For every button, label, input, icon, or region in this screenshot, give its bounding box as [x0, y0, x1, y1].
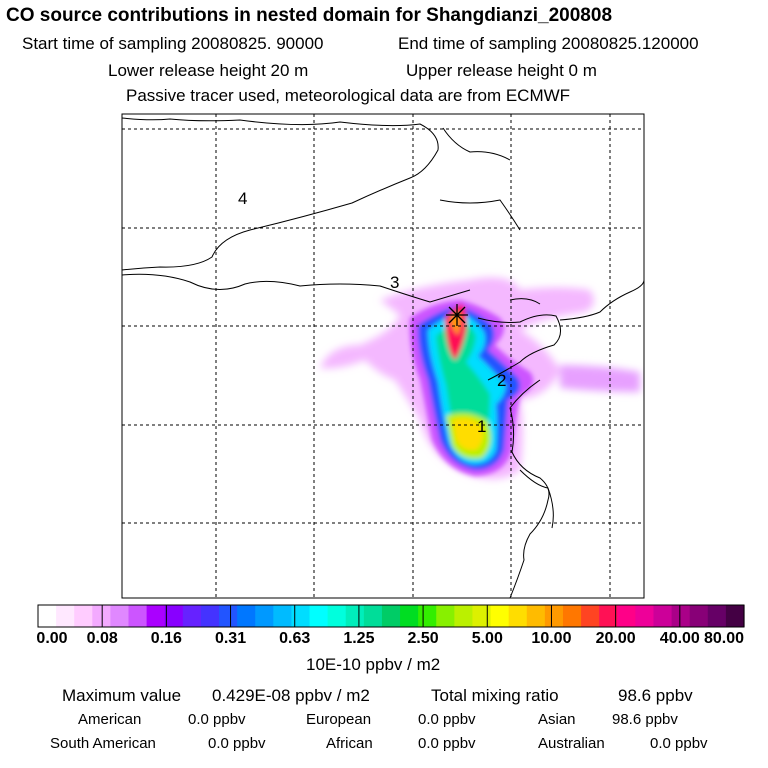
colorbar-cell	[400, 605, 419, 627]
total-mixing-value: 98.6 ppbv	[618, 686, 693, 705]
colorbar-tick-label: 40.00	[659, 630, 700, 647]
coastline	[122, 117, 644, 598]
star-icon	[446, 304, 468, 326]
sampling-end: End time of sampling 20080825.120000	[398, 34, 699, 53]
region-label-3: 3	[390, 273, 399, 292]
colorbar-tick-label: 0.08	[86, 630, 118, 647]
colorbar-tick-label: 20.00	[595, 630, 636, 647]
colorbar-cell	[617, 605, 636, 627]
colorbar-cell	[237, 605, 256, 627]
colorbar-cell	[562, 605, 582, 627]
colorbar-cell	[255, 605, 274, 627]
colorbar-tick-label: 0.63	[279, 630, 311, 647]
colorbar-cell	[436, 605, 455, 627]
colorbar-cell	[273, 605, 293, 627]
colorbar-cell	[418, 605, 437, 627]
colorbar-cell	[490, 605, 510, 627]
colorbar-cell	[689, 605, 709, 627]
colorbar-cell	[472, 605, 492, 627]
region-value-asian: 98.6 ppbv	[612, 711, 678, 728]
colorbar-cell	[327, 605, 347, 627]
colorbar-cell	[200, 605, 220, 627]
max-value-label: Maximum value	[62, 686, 182, 705]
colorbar-cell	[707, 605, 727, 627]
region-name-european: European	[306, 711, 372, 728]
colorbar-cell	[291, 605, 311, 627]
colorbar-cell	[38, 605, 57, 627]
colorbar-cell	[92, 605, 112, 627]
colorbar-cell	[345, 605, 365, 627]
region-value-african: 0.0 ppbv	[418, 735, 476, 752]
region-name-african: African	[326, 735, 373, 752]
colorbar-tick-label: 80.00	[703, 630, 745, 647]
colorbar-cell	[363, 605, 383, 627]
colorbar-cell	[309, 605, 329, 627]
colorbar-cell	[128, 605, 148, 627]
colorbar-cell	[454, 605, 474, 627]
colorbar-cell	[671, 605, 691, 627]
region-label-2: 2	[497, 371, 506, 390]
colorbar-cell	[164, 605, 184, 627]
region-value-south-american: 0.0 ppbv	[208, 735, 266, 752]
colorbar-tick-label: 0.00	[36, 630, 68, 647]
chart-title: CO source contributions in nested domain…	[6, 5, 613, 26]
graticule	[122, 114, 644, 598]
colorbar-cell	[653, 605, 673, 627]
colorbar-tick-label: 5.00	[471, 630, 503, 647]
region-label-1: 1	[477, 417, 486, 436]
region-label-4: 4	[238, 189, 247, 208]
colorbar-unit: 10E-10 ppbv / m2	[306, 655, 441, 674]
colorbar-tick-label: 2.50	[407, 630, 439, 647]
plume-middle	[409, 300, 534, 476]
colorbar-tick-label: 0.31	[214, 630, 247, 647]
sampling-start: Start time of sampling 20080825. 90000	[22, 34, 324, 53]
colorbar-cell	[56, 605, 75, 627]
colorbar-cell	[182, 605, 202, 627]
region-value-american: 0.0 ppbv	[188, 711, 246, 728]
colorbar-cell	[110, 605, 130, 627]
region-name-asian: Asian	[538, 711, 576, 728]
total-mixing-label: Total mixing ratio	[431, 686, 559, 705]
colorbar-cell	[526, 605, 546, 627]
colorbar-cell	[74, 605, 93, 627]
colorbar-cell	[219, 605, 238, 627]
colorbar-cell	[544, 605, 564, 627]
colorbar-cell	[725, 605, 745, 627]
colorbar-cell	[508, 605, 528, 627]
upper-release-height: Upper release height 0 m	[406, 61, 597, 80]
tracer-note: Passive tracer used, meteorological data…	[126, 86, 571, 105]
region-name-american: American	[78, 711, 142, 728]
lower-release-height: Lower release height 20 m	[108, 61, 309, 80]
colorbar-cell	[599, 605, 618, 627]
colorbar-tick-label: 0.16	[150, 630, 182, 647]
map-frame	[121, 113, 645, 599]
colorbar-tick-label: 1.25	[343, 630, 375, 647]
region-name-australian: Australian	[538, 735, 605, 752]
colorbar-tick-label: 10.00	[531, 630, 572, 647]
colorbar-cell	[635, 605, 655, 627]
colorbar-cell	[381, 605, 401, 627]
colorbar-cell	[146, 605, 166, 627]
region-value-australian: 0.0 ppbv	[650, 735, 708, 752]
max-value: 0.429E-08 ppbv / m2	[212, 686, 370, 705]
colorbar-cell	[581, 605, 600, 627]
region-name-south-american: South American	[50, 735, 156, 752]
region-value-european: 0.0 ppbv	[418, 711, 476, 728]
